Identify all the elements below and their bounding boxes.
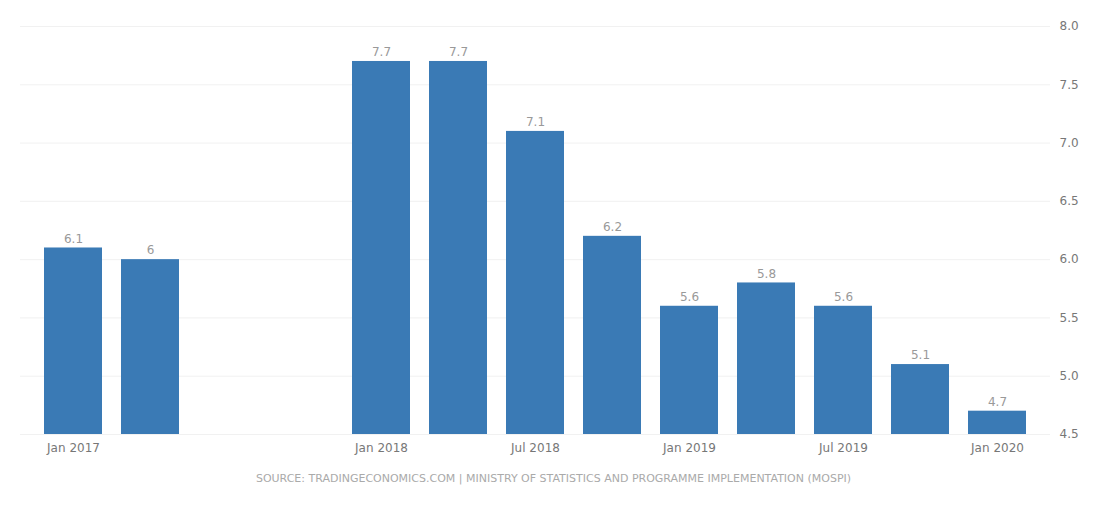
svg-text:6.0: 6.0: [1060, 252, 1079, 266]
svg-text:5.6: 5.6: [834, 290, 853, 304]
svg-text:4.5: 4.5: [1060, 427, 1079, 441]
html-text:SOURCE: TRADINGECONOMICS.COM |: SOURCE: TRADINGECONOMICS.COM | MINISTRY …: [255, 472, 852, 485]
svg-text:5.1: 5.1: [911, 348, 930, 362]
svg-text:7.0: 7.0: [1060, 136, 1079, 150]
svg-text:5.8: 5.8: [757, 267, 776, 281]
svg-text:6: 6: [147, 243, 155, 257]
svg-text:4.7: 4.7: [988, 395, 1007, 409]
svg-text:6.1: 6.1: [64, 232, 83, 246]
svg-text:5.0: 5.0: [1060, 369, 1079, 383]
svg-text:7.1: 7.1: [526, 115, 545, 129]
svg-text:7.7: 7.7: [372, 45, 391, 59]
svg-text:8.0: 8.0: [1060, 19, 1079, 33]
svg-text:5.5: 5.5: [1060, 311, 1079, 325]
svg-text:Jan 2018: Jan 2018: [354, 441, 408, 455]
svg-text:Jan 2019: Jan 2019: [662, 441, 716, 455]
svg-text:Jan 2017: Jan 2017: [46, 441, 100, 455]
svg-text:Jul 2019: Jul 2019: [818, 441, 868, 455]
svg-text:7.5: 7.5: [1060, 78, 1079, 92]
svg-text:6.5: 6.5: [1060, 194, 1079, 208]
svg-text:5.6: 5.6: [680, 290, 699, 304]
svg-text:Jan 2020: Jan 2020: [970, 441, 1024, 455]
svg-text:7.7: 7.7: [449, 45, 468, 59]
svg-text:Jul 2018: Jul 2018: [510, 441, 560, 455]
svg-text:6.2: 6.2: [603, 220, 622, 234]
